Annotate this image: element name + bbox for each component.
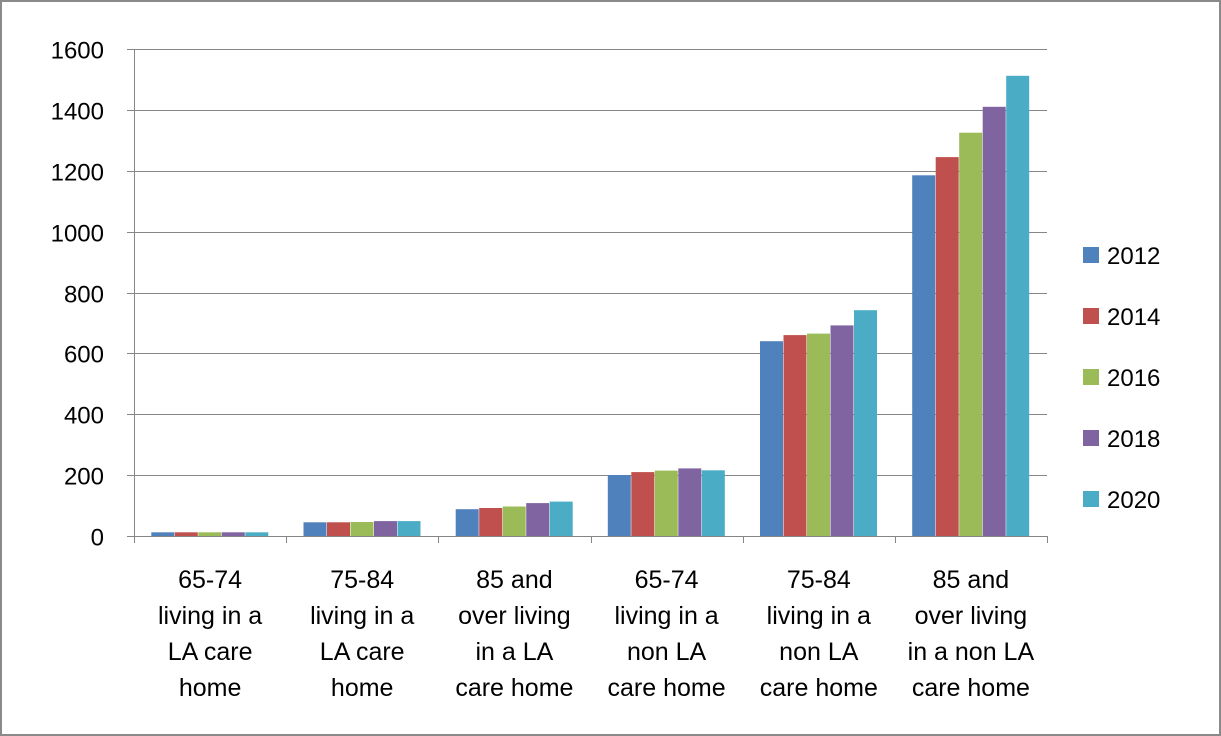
legend-swatch-2018 (1083, 430, 1099, 446)
legend-label-2020: 2020 (1107, 487, 1160, 514)
bar-2012 (760, 341, 783, 536)
bar-2012 (455, 509, 479, 536)
x-category-label: 85 and over living in a LA care home (455, 566, 573, 702)
bar-2018 (982, 106, 1006, 537)
bar-2020 (1006, 75, 1030, 537)
x-category-label: 75-84 living in a LA care home (310, 566, 414, 702)
bar-2018 (678, 468, 702, 536)
bar-2014 (935, 157, 959, 536)
bar-2016 (350, 522, 374, 536)
legend-swatch-2020 (1083, 491, 1099, 507)
bars (151, 75, 1030, 537)
legend-swatch-2012 (1083, 247, 1099, 263)
y-tick-label: 1200 (51, 160, 104, 187)
bar-2020 (854, 310, 877, 536)
legend-label-2014: 2014 (1107, 304, 1160, 331)
bar-2018 (526, 503, 550, 536)
bar-2012 (912, 175, 936, 537)
bar-2016 (807, 333, 830, 536)
bar-2014 (783, 335, 807, 536)
bar-2018 (374, 521, 397, 536)
x-category-label: 65-74 living in a non LA care home (608, 566, 726, 702)
y-tick-label: 800 (64, 282, 104, 309)
bar-2014 (327, 522, 350, 536)
axes (134, 49, 1047, 537)
bar-2018 (221, 532, 245, 536)
legend-label-2016: 2016 (1107, 365, 1160, 392)
y-tick-label: 200 (64, 464, 104, 491)
legend-label-2012: 2012 (1107, 243, 1160, 270)
bar-2014 (631, 472, 655, 536)
bar-2020 (397, 521, 421, 536)
y-tick-label: 400 (64, 403, 104, 430)
y-tick-label: 1400 (51, 99, 104, 126)
x-category-label: 75-84 living in a non LA care home (760, 566, 878, 702)
y-tick-label: 600 (64, 342, 104, 369)
y-tick-label: 1000 (51, 221, 104, 248)
legend: 2012 2014 2016 2018 2020 (1083, 243, 1160, 514)
bar-2014 (479, 508, 503, 536)
bar-2012 (607, 475, 631, 536)
legend-swatch-2016 (1083, 369, 1099, 385)
bar-2012 (303, 522, 327, 536)
bar-2016 (198, 532, 222, 536)
y-axis-ticks: 0 200 400 600 800 1000 1200 1400 1600 (51, 38, 134, 552)
bar-2020 (245, 532, 269, 536)
bar-2016 (502, 506, 526, 536)
legend-label-2018: 2018 (1107, 426, 1160, 453)
legend-swatch-2014 (1083, 308, 1099, 324)
bar-2012 (151, 532, 175, 536)
gridlines (134, 49, 1047, 476)
bar-2018 (830, 325, 854, 536)
y-tick-label: 1600 (51, 38, 104, 65)
bar-2016 (959, 132, 983, 536)
y-tick-label: 0 (91, 525, 104, 552)
bar-2020 (701, 470, 725, 536)
bar-2020 (549, 501, 573, 536)
x-category-label: 65-74 living in a LA care home (158, 566, 262, 702)
bar-2014 (174, 532, 198, 536)
bar-2016 (654, 470, 678, 536)
x-category-label: 85 and over living in a non LA care home (908, 566, 1035, 702)
x-axis-labels: 65-74 living in a LA care home 75-84 living i… (134, 536, 1048, 702)
